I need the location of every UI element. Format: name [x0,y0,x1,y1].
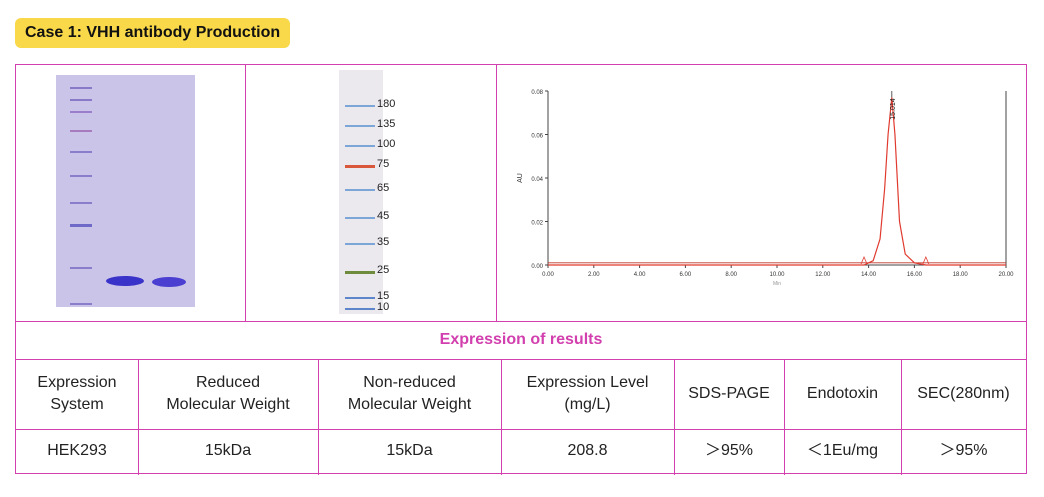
peak-label: 15.014 [890,98,897,120]
series-line [548,97,1006,266]
x-tick-label: 18.00 [953,272,969,278]
marker-label: 15 [377,290,390,302]
x-tick-label: 0.00 [542,272,554,278]
panel-divider [496,65,497,321]
x-tick-label: 4.00 [634,272,646,278]
y-tick-label: 0.06 [531,134,543,140]
header-line: SDS-PAGE [688,385,770,402]
column-divider [674,359,675,475]
header-line: Molecular Weight [347,396,472,413]
header-line: Endotoxin [806,385,879,402]
x-tick-label: 16.00 [907,272,923,278]
divider [16,429,1026,430]
header-sds-page: SDS-PAGE [674,359,784,429]
value-endotoxin: ＜1Eu/mg [806,442,879,459]
y-tick-label: 0.04 [531,177,543,183]
results-header: Expression of results [439,331,603,348]
marker-label: 75 [377,158,390,170]
marker-label: 35 [377,236,390,248]
x-tick-label: 20.00 [998,272,1014,278]
header-line: Expression [37,374,117,391]
column-divider [784,359,785,475]
header-expression-system: Expression System [16,359,138,429]
header-line: Reduced [195,374,261,391]
column-divider [901,359,902,475]
header-line: Molecular Weight [166,396,290,413]
x-tick-label: 8.00 [725,272,737,278]
header-nonreduced-mw: Non-reduced Molecular Weight [318,359,501,429]
integration-marker [860,255,868,265]
header-line: SEC(280nm) [917,385,1010,402]
column-divider [138,359,139,475]
header-reduced-mw: Reduced Molecular Weight [138,359,318,429]
value-expression-system: HEK293 [47,442,107,459]
x-tick-label: 6.00 [680,272,692,278]
marker-label: 100 [377,138,396,150]
x-tick-label: 2.00 [588,272,600,278]
x-tick-label: 12.00 [815,272,831,278]
header-expression-level: Expression Level (mg/L) [501,359,674,429]
column-divider [501,359,502,475]
header-sec: SEC(280nm) [901,359,1026,429]
x-axis-label: Min [773,281,781,287]
marker-label: 10 [377,301,390,313]
header-line: Expression Level [526,374,649,391]
header-line: (mg/L) [564,396,611,413]
column-divider [318,359,319,475]
integration-marker [922,255,930,265]
x-tick-label: 14.00 [861,272,877,278]
header-line: Non-reduced [363,374,456,391]
marker-label: 65 [377,182,390,194]
marker-label: 135 [377,118,396,130]
header-line: System [50,396,104,413]
value-nonreduced-mw: 15kDa [386,442,433,459]
y-axis-label: AU [517,173,524,183]
sds-page-gel-image [56,75,195,307]
value-sec: ＞95% [939,442,988,459]
header-endotoxin: Endotoxin [784,359,901,429]
marker-label: 45 [377,210,390,222]
y-tick-label: 0.08 [531,90,543,96]
x-tick-label: 10.00 [769,272,785,278]
value-sds-page: ＞95% [704,442,754,459]
case-title-badge: Case 1: VHH antibody Production [15,18,291,48]
results-frame: 180 135 100 75 65 45 35 25 15 10 0.00 0.0… [15,64,1027,475]
y-tick-label: 0.02 [531,221,543,227]
panel-divider [245,65,246,321]
divider [16,321,1026,322]
marker-ladder-image [339,70,383,314]
marker-label: 180 [377,98,396,110]
sec-chromatogram-chart: 0.00 0.02 0.04 0.06 0.08 0.00 2.00 4.00 6.00 8.00… [517,90,1014,287]
marker-label: 25 [377,264,390,276]
value-expression-level: 208.8 [567,442,608,459]
value-reduced-mw: 15kDa [204,442,252,459]
divider [16,359,1026,360]
y-tick-label: 0.00 [531,264,543,270]
